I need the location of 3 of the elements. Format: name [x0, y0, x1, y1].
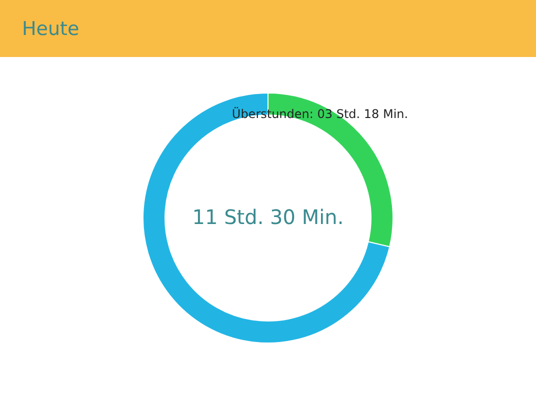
text: Überstunden: 03 Std. 18 Min. [232, 107, 408, 121]
text: 11 Std. 30 Min. [192, 205, 344, 229]
chart-title: Heute [22, 18, 80, 40]
